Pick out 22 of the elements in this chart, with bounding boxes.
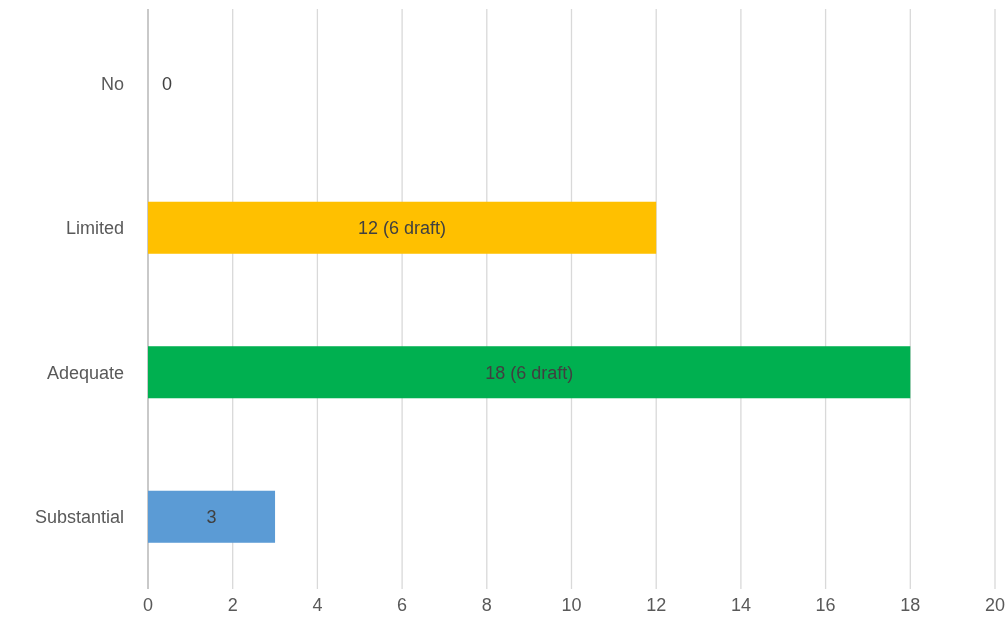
bar xyxy=(148,201,657,254)
x-tick-label: 2 xyxy=(227,595,238,615)
y-tick-label: Substantial xyxy=(34,507,124,528)
bar xyxy=(148,490,276,543)
data-label: 3 xyxy=(206,507,217,528)
x-tick-label: 8 xyxy=(481,595,492,615)
x-tick-label: 16 xyxy=(815,595,836,615)
x-tick-label: 10 xyxy=(561,595,582,615)
x-tick-label: 0 xyxy=(142,595,154,615)
data-label: 18 (6 draft) xyxy=(485,362,574,383)
x-tick-label: 18 xyxy=(900,595,921,615)
x-tick-label: 4 xyxy=(312,595,323,615)
x-tick-label: 20 xyxy=(984,595,1006,615)
y-tick-label: No xyxy=(100,73,124,94)
x-tick-label: 12 xyxy=(646,595,667,615)
data-label: 12 (6 draft) xyxy=(358,218,447,239)
data-label: 0 xyxy=(162,73,173,94)
x-tick-label: 6 xyxy=(397,595,408,615)
bar xyxy=(148,346,911,399)
x-tick-label: 14 xyxy=(730,595,751,615)
y-tick-label: Adequate xyxy=(46,362,124,383)
y-tick-label: Limited xyxy=(65,218,124,239)
